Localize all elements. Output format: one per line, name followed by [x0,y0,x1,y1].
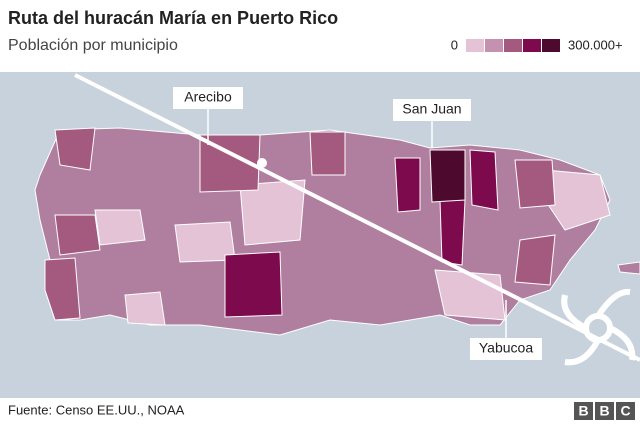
municipality [44,257,81,321]
municipality [514,234,556,286]
municipality [469,149,499,211]
legend-swatch [523,39,541,52]
municipality [54,214,101,256]
legend-swatch [466,39,484,52]
source: Fuente: Censo EE.UU., NOAA [8,402,185,417]
logo-letter: B [599,403,609,419]
municipality [514,159,556,209]
title: Ruta del huracán María en Puerto Rico [8,8,338,28]
municipality [434,269,506,321]
municipality [394,157,421,213]
place-labels: Arecibo San Juan Yabucoa [173,87,542,360]
municipality [94,209,146,246]
islet [617,261,640,275]
municipality [224,251,283,318]
logo-letter: C [620,403,630,419]
logo-box [616,402,635,420]
legend-min: 0 [451,37,458,52]
logo-box [595,402,614,420]
hurricane-path [74,73,640,362]
place-label: Arecibo [184,89,232,105]
legend: 0 300.000+ [451,37,623,52]
municipality [199,134,261,193]
logo-letter: B [578,403,588,419]
municipality [124,291,166,326]
place-label: San Juan [402,101,461,117]
municipality [429,149,466,203]
logo-box [574,402,593,420]
municipality [439,199,466,266]
legend-swatch [485,39,503,52]
subtitle: Población por municipio [8,37,178,54]
path-dot [257,158,267,168]
legend-swatch [504,39,522,52]
place-label: Yabucoa [479,340,533,356]
legend-max: 300.000+ [568,37,623,52]
legend-swatch [542,39,560,52]
municipality [309,131,346,176]
island [34,127,640,336]
hurricane-icon [561,288,636,366]
municipality [54,127,96,171]
